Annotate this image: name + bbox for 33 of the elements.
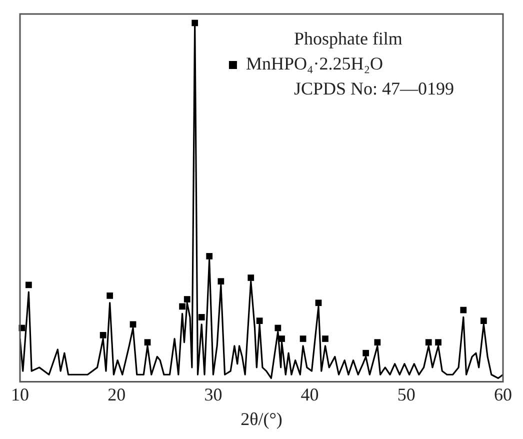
x-tick-label: 40	[300, 384, 319, 404]
point	[278, 336, 285, 342]
point	[144, 339, 151, 346]
x-tick-label: 30	[204, 384, 222, 404]
point	[300, 336, 306, 342]
point	[248, 274, 254, 281]
x-tick-label: 50	[397, 384, 416, 404]
legend-label: MnHPO₄·2.25H₂O	[246, 54, 384, 74]
point	[315, 300, 322, 306]
point	[460, 306, 467, 314]
point	[106, 292, 114, 299]
point	[362, 350, 370, 356]
point	[179, 303, 186, 310]
annotation: JCPDS No: 47—0199	[294, 78, 454, 99]
point	[198, 314, 205, 320]
point	[256, 318, 263, 324]
point	[435, 339, 442, 346]
point	[425, 339, 432, 346]
point	[184, 296, 190, 302]
x-tick-label: 10	[11, 384, 29, 404]
point	[274, 324, 282, 332]
x-axis-title: 2θ/(°)	[240, 408, 282, 429]
point	[206, 253, 213, 260]
point	[322, 336, 328, 342]
x-tick-label: 20	[108, 384, 126, 404]
point	[100, 332, 106, 338]
point	[374, 339, 381, 346]
point	[218, 278, 224, 285]
point	[130, 321, 136, 328]
point	[480, 318, 487, 324]
point	[26, 282, 32, 288]
x-tick-label: 60	[494, 384, 512, 404]
annotation: Phosphate film	[294, 28, 402, 49]
